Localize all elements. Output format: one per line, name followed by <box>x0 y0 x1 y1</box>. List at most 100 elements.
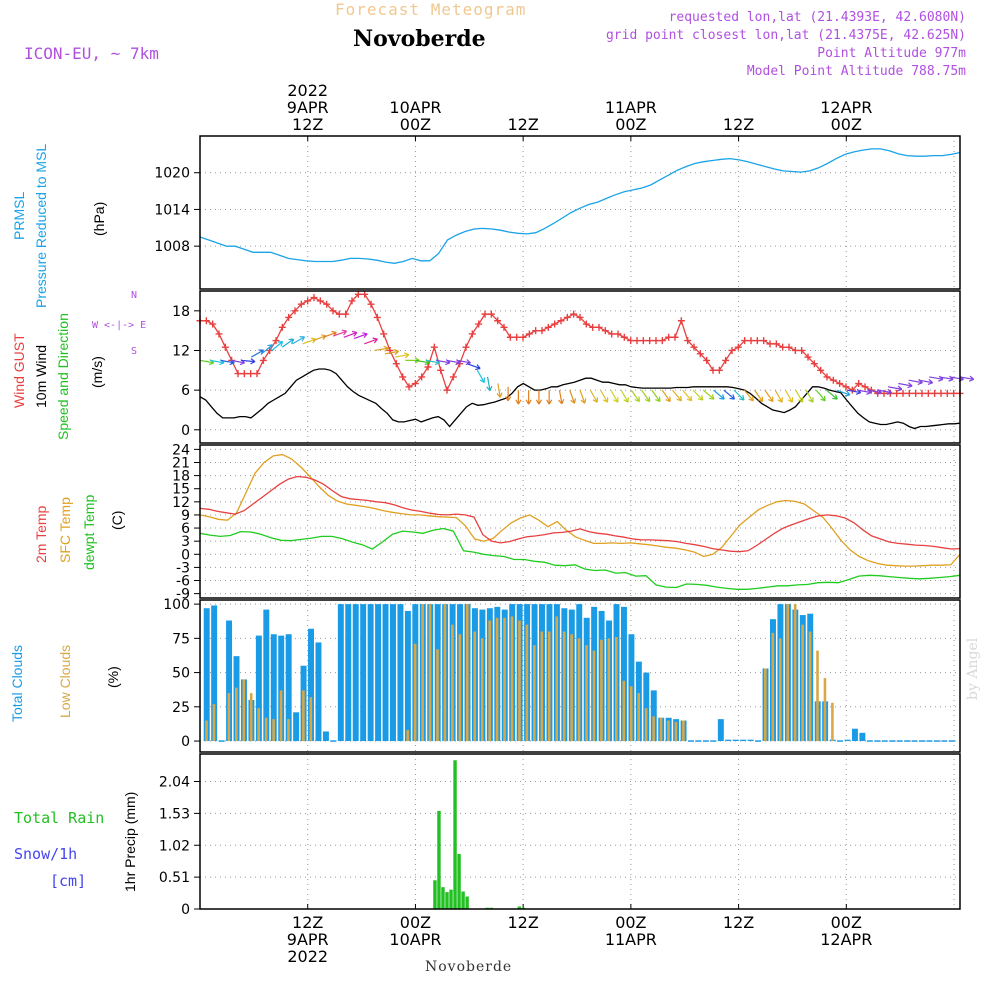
compass-n: N <box>131 290 138 301</box>
total-cloud-bar <box>226 620 233 742</box>
gust-marker <box>810 360 818 368</box>
total-cloud-bar <box>859 732 866 742</box>
top-time-label: 2022 <box>287 81 328 100</box>
gust-marker <box>576 313 584 321</box>
wind-arrow <box>713 389 725 400</box>
gust-marker <box>766 340 774 348</box>
y-tick-label: 12 <box>172 495 190 511</box>
location-title: Novoberde <box>353 26 486 52</box>
gust-marker <box>209 320 217 328</box>
y-tick-label: 0 <box>181 902 190 918</box>
gust-marker <box>494 317 502 325</box>
wind-arrow <box>466 363 481 371</box>
total-cloud-bar <box>255 635 262 742</box>
wind-arrow <box>271 340 284 351</box>
total-cloud-bar <box>270 634 277 742</box>
panel-frame <box>199 290 961 444</box>
y-tick-label: 75 <box>172 631 190 647</box>
low-cloud-bar <box>674 721 678 742</box>
wind-arrow <box>302 337 317 345</box>
gust-marker <box>259 356 267 364</box>
total-cloud-bar <box>352 604 359 742</box>
y-tick-label: 25 <box>172 700 190 716</box>
point-altitude: Point Altitude 977m <box>817 46 966 61</box>
wind-arrow <box>610 389 619 403</box>
low-cloud-bar <box>525 624 529 742</box>
gust-marker <box>582 320 590 328</box>
gust-marker <box>595 323 603 331</box>
low-cloud-bar <box>622 680 626 742</box>
gust-marker <box>918 389 926 397</box>
gust-marker <box>937 389 945 397</box>
low-cloud-bar <box>682 720 685 742</box>
gust-marker <box>462 343 470 351</box>
total-cloud-bar <box>263 609 270 742</box>
total-cloud-bar <box>203 608 210 742</box>
gust-marker <box>899 389 907 397</box>
low-cloud-bar <box>287 719 290 742</box>
gust-marker <box>544 323 552 331</box>
gust-marker <box>373 313 381 321</box>
wind-arrow <box>505 386 512 402</box>
wind-arrow <box>620 389 629 403</box>
total-cloud-bar <box>367 604 374 742</box>
total-cloud-bar <box>650 690 657 742</box>
low-cloud-bar <box>764 668 767 742</box>
low-cloud-bar <box>816 650 819 742</box>
gust-marker <box>500 323 508 331</box>
low-cloud-bar <box>272 719 275 742</box>
low-cloud-bar <box>242 679 246 742</box>
bottom-time-label: 2022 <box>287 947 328 966</box>
low-cloud-bar <box>451 624 454 742</box>
wind-arrow <box>496 383 503 398</box>
low-cloud-bar <box>212 704 216 742</box>
gust-marker <box>728 346 736 354</box>
bottom-time-label: 12Z <box>292 913 323 932</box>
y-tick-label: 0 <box>181 423 190 439</box>
low-cloud-bar <box>257 708 260 742</box>
low-cloud-bar <box>637 693 640 742</box>
gust-marker <box>557 317 565 325</box>
footer-location: Novoberde <box>425 959 513 975</box>
gust-marker <box>570 310 578 318</box>
rain-label-snow: Snow/1h <box>14 845 78 863</box>
bottom-time-label: 11APR <box>605 930 657 949</box>
low-cloud-bar <box>406 730 409 742</box>
low-cloud-bar <box>801 624 804 742</box>
gust-marker <box>532 327 540 335</box>
gust-marker <box>652 337 660 345</box>
y-tick-label: -9 <box>176 587 190 603</box>
gust-marker <box>430 343 438 351</box>
rain-bar <box>457 854 461 909</box>
gust-marker <box>563 313 571 321</box>
y-tick-label: 15 <box>172 482 190 498</box>
wind-arrow <box>579 389 587 404</box>
low-cloud-bar <box>473 631 477 742</box>
grid-point-coords: grid point closest lon,lat (21.4375E, 42… <box>605 28 966 43</box>
low-cloud-bar <box>786 604 789 742</box>
gust-marker <box>240 370 248 378</box>
total-cloud-bar <box>375 604 382 742</box>
low-cloud-bar <box>644 708 648 742</box>
top-time-label: 00Z <box>400 115 431 134</box>
low-cloud-bar <box>600 639 603 742</box>
total-cloud-bar <box>390 604 396 742</box>
gust-marker <box>620 333 628 341</box>
wind-arrow <box>535 390 543 405</box>
gust-marker <box>696 350 704 358</box>
wind-arrow <box>546 390 553 405</box>
wind-arrow <box>692 389 704 401</box>
gust-marker <box>342 310 350 318</box>
gust-marker <box>202 317 210 325</box>
rain-bar <box>453 760 457 909</box>
gust-marker <box>684 337 692 345</box>
total-cloud-bar <box>337 604 344 742</box>
low-cloud-bar <box>808 631 812 742</box>
total-cloud-bar <box>851 728 858 742</box>
total-cloud-bar <box>285 634 292 742</box>
wind-arrow <box>826 389 838 400</box>
wind-arrow <box>251 349 265 358</box>
gust-marker <box>392 360 400 368</box>
gust-marker <box>323 300 331 308</box>
wind-arrow <box>754 389 764 403</box>
